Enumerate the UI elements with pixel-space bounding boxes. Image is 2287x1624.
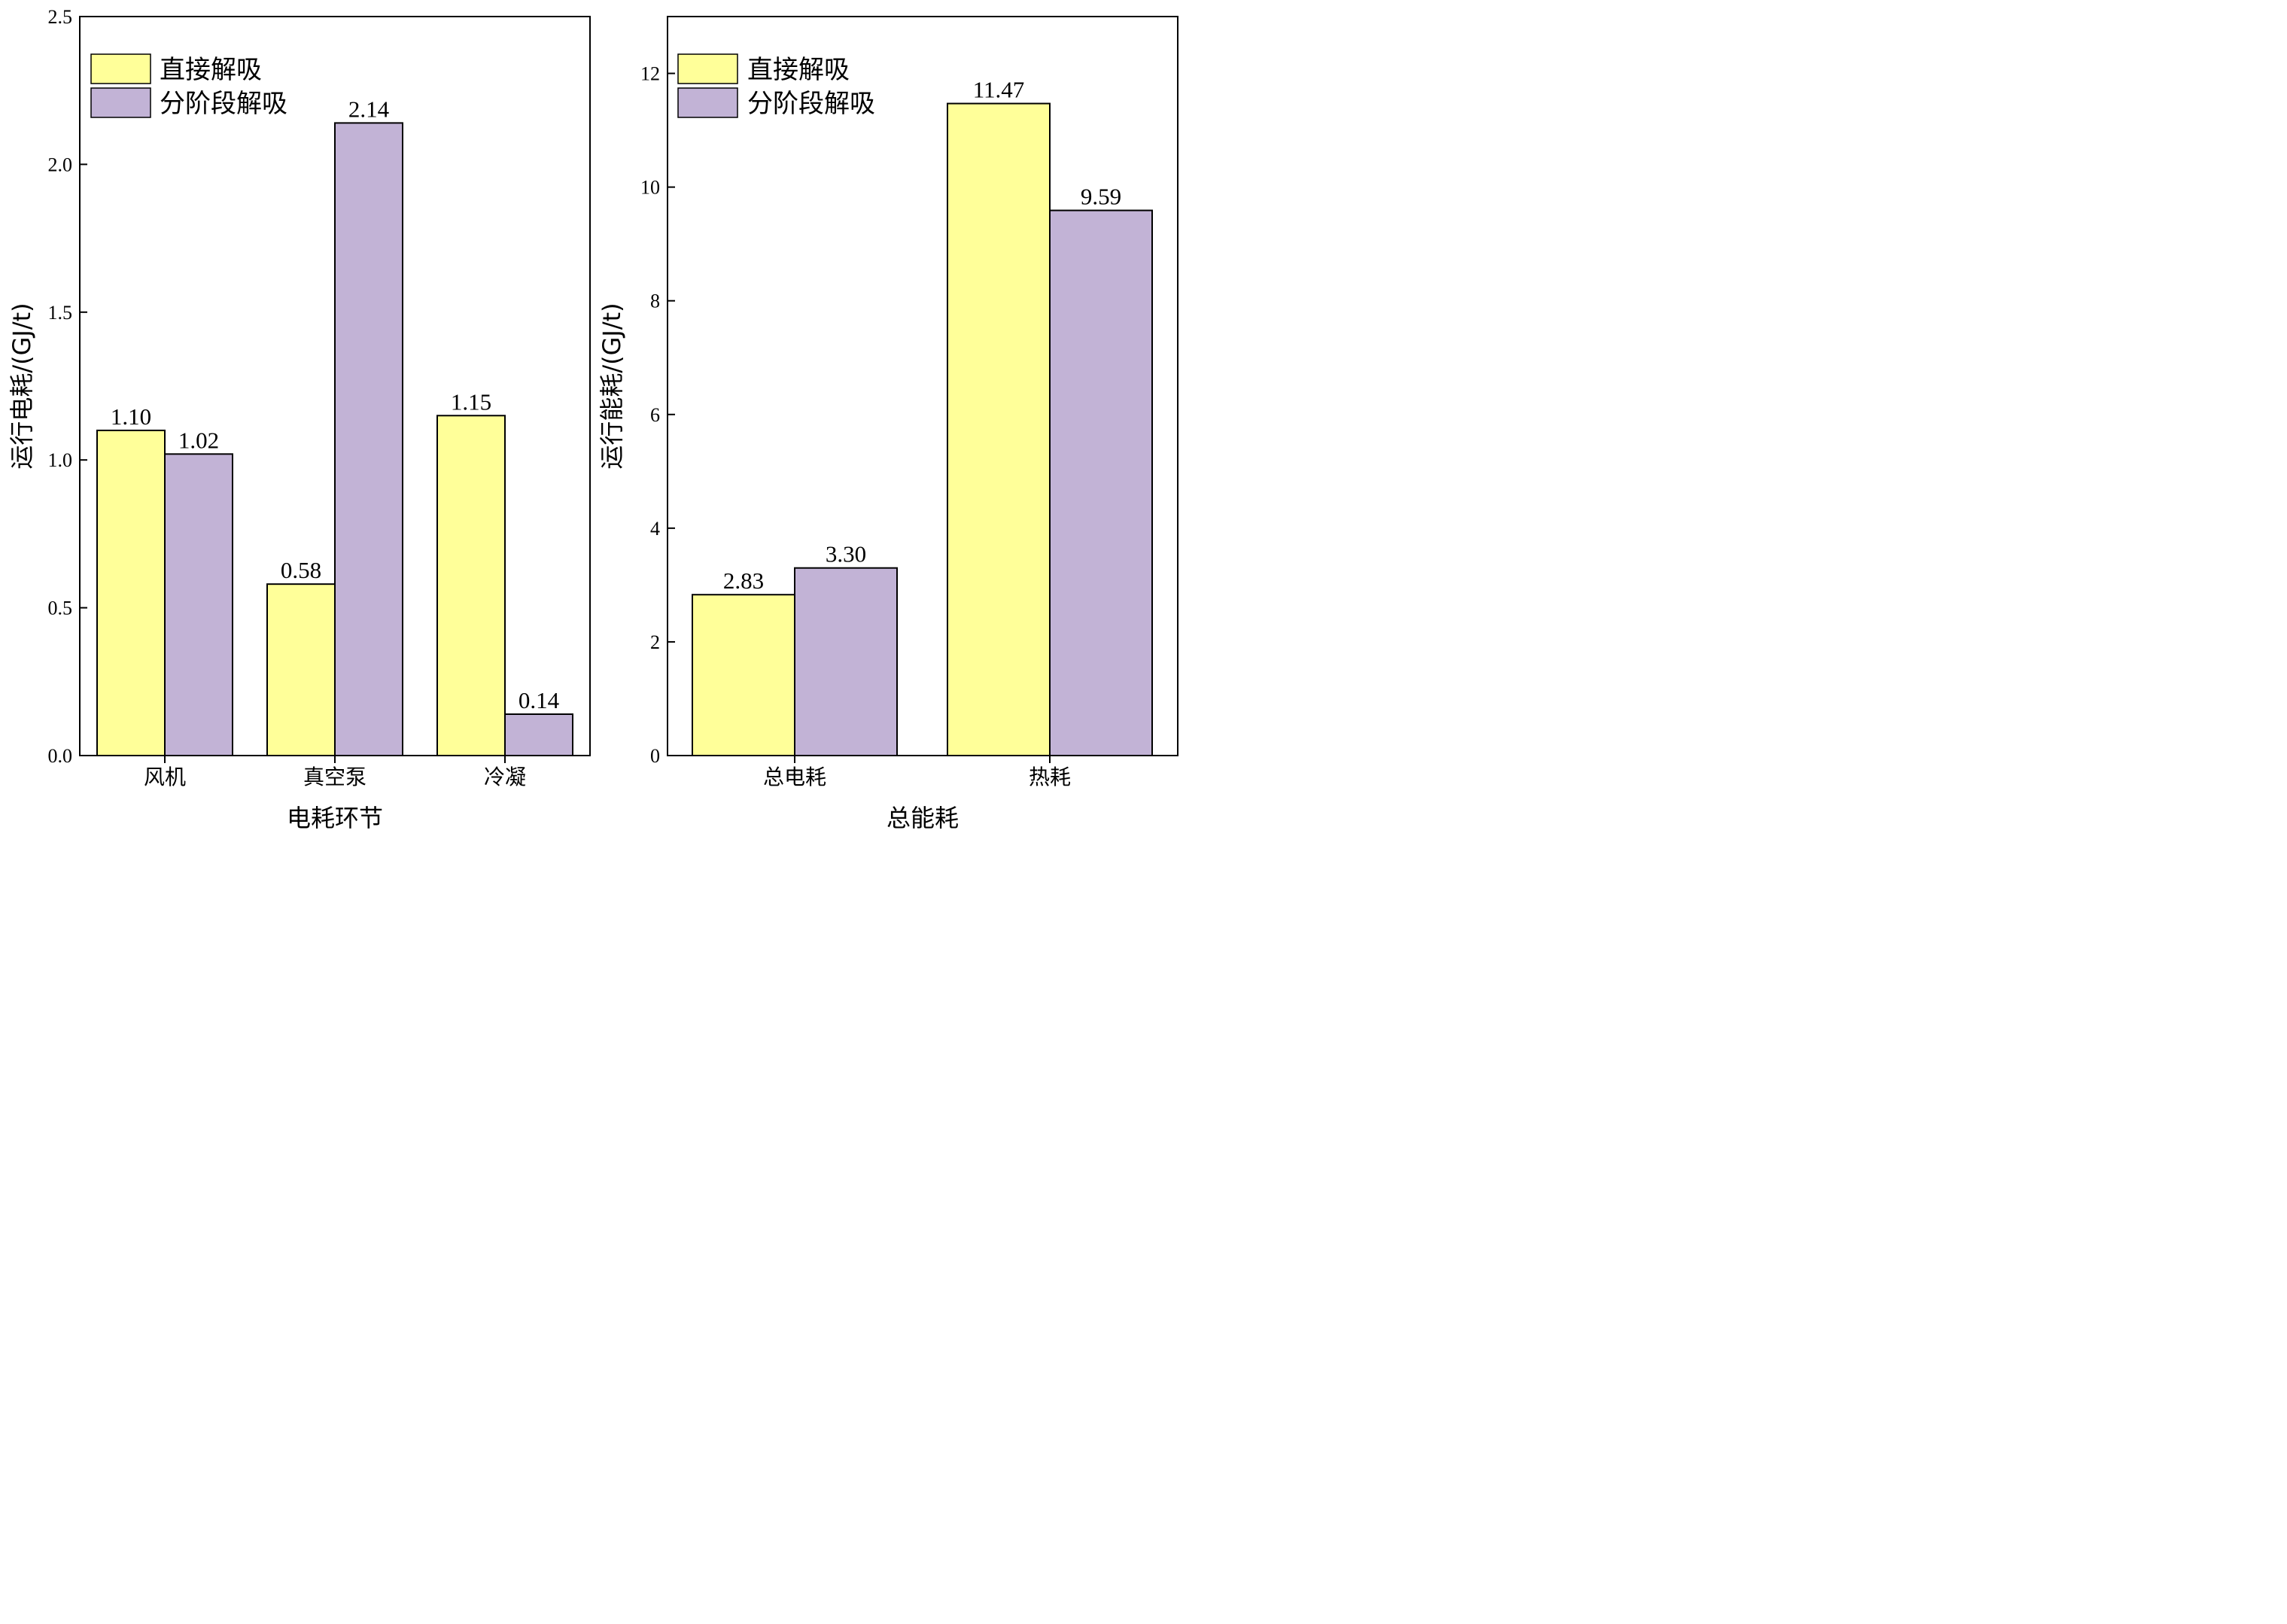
- y-tick-label: 2.0: [48, 154, 73, 175]
- chart-figure: 0.00.51.01.52.02.5 1.101.020.582.141.150…: [8, 6, 1178, 832]
- right-legend: 直接解吸 分阶段解吸: [677, 53, 875, 119]
- bar-series1: [436, 415, 506, 757]
- bar-series2: [164, 453, 233, 756]
- left-chart: 0.0 0.5 1.0 1.5 2.0 2.5 1.10 1.02 0.58 2.14 1.15 0…: [8, 6, 591, 832]
- right-x-axis-ticks: 总电耗 热耗: [763, 756, 1071, 789]
- right-data-labels: 2.83 3.30 11.47 9.59: [723, 77, 1121, 595]
- y-tick-label: 0.0: [48, 745, 73, 767]
- left-legend-swatch-series2: [90, 87, 151, 118]
- bar-series1: [692, 594, 795, 756]
- left-legend: 直接解吸 分阶段解吸: [90, 53, 287, 119]
- bar-value-label: 0.58: [281, 557, 321, 583]
- right-y-axis-ticks: 0 2 4 6 8 10 12: [640, 63, 675, 767]
- left-legend-swatch-series1: [90, 53, 151, 84]
- y-tick-label: 8: [650, 290, 660, 312]
- bar-series1: [266, 583, 336, 757]
- left-y-axis-ticks: 0.0 0.5 1.0 1.5 2.0 2.5: [48, 6, 87, 767]
- bar-value-label: 0.14: [519, 687, 560, 713]
- y-tick-label: 10: [640, 177, 660, 199]
- y-tick-label: 2: [650, 631, 660, 653]
- bar-value-label: 11.47: [973, 77, 1025, 103]
- x-category-label: 总电耗: [763, 765, 826, 789]
- bar-series2: [334, 122, 403, 756]
- y-tick-label: 0.5: [48, 598, 73, 619]
- right-chart: 0 2 4 6 8 10 12 2.83 3.30 11.47 9.59 总电耗 热耗 直接解吸 分…: [598, 16, 1178, 832]
- y-tick-label: 4: [650, 518, 660, 540]
- y-tick-label: 1.0: [48, 449, 73, 471]
- y-tick-label: 12: [640, 63, 660, 85]
- right-y-axis-title: 运行能耗/(GJ/t): [598, 303, 626, 469]
- bar-series2: [504, 713, 573, 756]
- right-legend-swatch-series1: [677, 53, 738, 84]
- right-legend-label-series2: 分阶段解吸: [747, 89, 875, 119]
- bar-value-label: 3.30: [826, 541, 866, 567]
- bar-series2: [794, 567, 898, 756]
- y-tick-label: 6: [650, 404, 660, 426]
- left-y-axis-title: 运行电耗/(GJ/t): [8, 303, 36, 469]
- x-category-label: 热耗: [1029, 765, 1071, 789]
- bar-series1: [947, 102, 1051, 756]
- y-tick-label: 2.5: [48, 6, 73, 28]
- bar-series1: [96, 429, 166, 756]
- bar-value-label: 1.10: [111, 403, 151, 430]
- bar-value-label: 2.14: [348, 96, 390, 122]
- left-data-labels: 1.10 1.02 0.58 2.14 1.15 0.14: [111, 96, 560, 713]
- x-category-label: 风机: [144, 765, 186, 789]
- x-category-label: 真空泵: [303, 765, 366, 789]
- bar-series2: [1049, 209, 1153, 756]
- y-tick-label: 0: [650, 745, 660, 767]
- y-tick-label: 1.5: [48, 302, 73, 324]
- bar-value-label: 1.02: [178, 427, 219, 453]
- right-bars: [692, 102, 1153, 756]
- bar-value-label: 1.15: [451, 388, 491, 415]
- left-x-axis-ticks: 风机 真空泵 冷凝: [144, 756, 526, 789]
- right-legend-swatch-series2: [677, 87, 738, 118]
- left-legend-label-series1: 直接解吸: [160, 55, 262, 85]
- left-legend-label-series2: 分阶段解吸: [160, 89, 287, 119]
- right-x-axis-title: 总能耗: [887, 804, 959, 832]
- x-category-label: 冷凝: [484, 765, 526, 789]
- right-plot-frame: [667, 16, 1178, 756]
- bar-value-label: 2.83: [723, 567, 764, 594]
- bar-value-label: 9.59: [1081, 184, 1121, 210]
- right-legend-label-series1: 直接解吸: [747, 55, 850, 85]
- left-x-axis-title: 电耗环节: [287, 804, 383, 832]
- left-bars: [96, 122, 573, 757]
